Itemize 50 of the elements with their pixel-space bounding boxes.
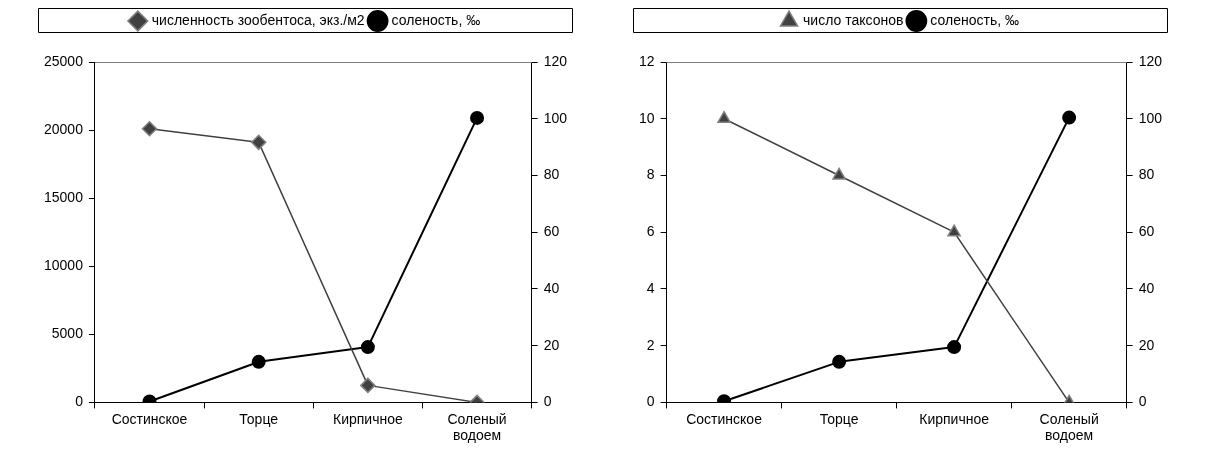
legend-label: численность зообентоса, экз./м2 bbox=[151, 11, 365, 28]
y-tick-label: 0 bbox=[646, 393, 655, 410]
y2-tick-label: 120 bbox=[543, 52, 568, 69]
legend-label: соленость, ‰ bbox=[930, 11, 1019, 28]
y2-tick-label: 0 bbox=[543, 393, 552, 410]
point bbox=[1062, 110, 1077, 125]
x-tick-label: Кирпичное bbox=[332, 410, 403, 427]
point bbox=[947, 224, 961, 237]
y-tick-label: 15000 bbox=[43, 189, 84, 206]
x-tick-label: Торце bbox=[819, 410, 859, 427]
point bbox=[717, 110, 731, 123]
y2-tick-label: 80 bbox=[1138, 166, 1155, 183]
y2-tick-label: 60 bbox=[1138, 223, 1155, 240]
y-tick-label: 5000 bbox=[51, 325, 84, 342]
y2-tick-label: 40 bbox=[1138, 279, 1155, 296]
y-tick-label: 8 bbox=[646, 166, 655, 183]
y-tick-label: 6 bbox=[646, 223, 655, 240]
point bbox=[141, 120, 158, 137]
y2-tick-label: 120 bbox=[1138, 52, 1163, 69]
y2-tick-label: 20 bbox=[1138, 336, 1155, 353]
x-tick-label: Кирпичное bbox=[919, 410, 990, 427]
y2-tick-label: 20 bbox=[543, 336, 560, 353]
point bbox=[251, 354, 266, 369]
y-tick-label: 2 bbox=[646, 336, 655, 353]
x-tick-label: Соленый водоем bbox=[1039, 410, 1099, 444]
point bbox=[470, 110, 485, 125]
x-tick-label: Состинское bbox=[686, 410, 763, 427]
point bbox=[832, 354, 847, 369]
y2-tick-label: 60 bbox=[543, 223, 560, 240]
y-tick-label: 25000 bbox=[43, 52, 84, 69]
point bbox=[947, 340, 962, 355]
x-tick-label: Торце bbox=[239, 410, 279, 427]
y-tick-label: 10 bbox=[638, 109, 655, 126]
y2-tick-label: 100 bbox=[1138, 109, 1163, 126]
point bbox=[250, 134, 267, 151]
y2-tick-label: 80 bbox=[543, 166, 560, 183]
y2-tick-label: 40 bbox=[543, 279, 560, 296]
y2-tick-label: 100 bbox=[543, 109, 568, 126]
y-tick-label: 4 bbox=[646, 279, 655, 296]
point bbox=[360, 340, 375, 355]
x-tick-label: Состинское bbox=[111, 410, 188, 427]
legend-label: число таксонов bbox=[803, 11, 904, 28]
y-tick-label: 10000 bbox=[43, 257, 84, 274]
y-tick-label: 20000 bbox=[43, 120, 84, 137]
legend-label: соленость, ‰ bbox=[391, 11, 481, 28]
x-tick-label: Соленый водоем bbox=[447, 410, 507, 444]
point bbox=[832, 167, 846, 180]
y2-tick-label: 0 bbox=[1138, 393, 1147, 410]
y-tick-label: 12 bbox=[638, 52, 655, 69]
y-tick-label: 0 bbox=[75, 393, 84, 410]
